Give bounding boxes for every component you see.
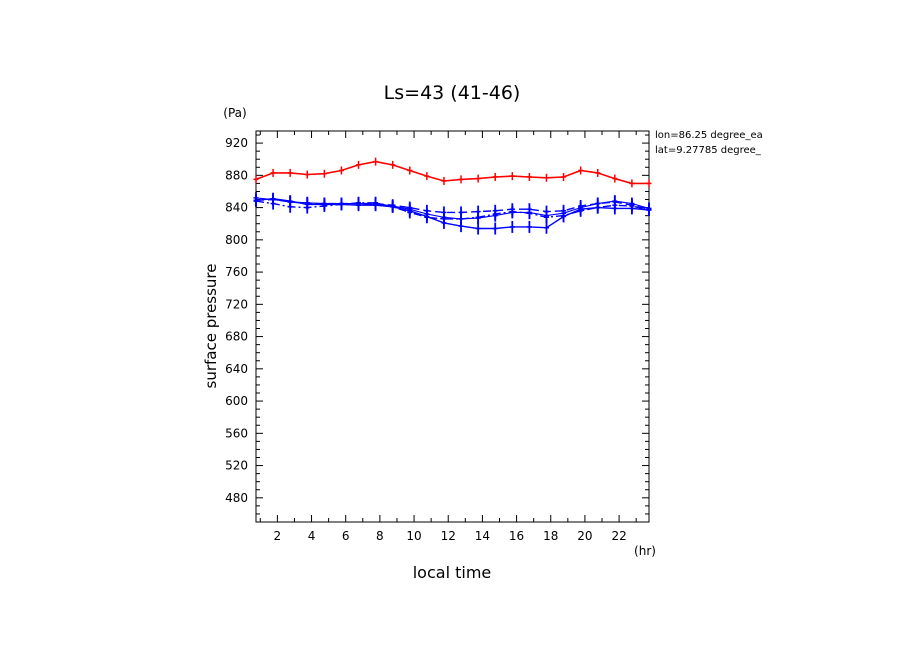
y-tick-label: 880	[225, 168, 248, 182]
x-axis-label: local time	[413, 563, 492, 582]
series-line-2	[255, 197, 650, 230]
annotation-lon: lon=86.25 degree_ea	[655, 130, 763, 141]
y-tick-label: 520	[225, 459, 248, 473]
y-tick-label: 640	[225, 362, 248, 376]
series-line-1	[255, 160, 649, 185]
y-tick-label: 560	[225, 426, 248, 440]
annotation-lat: lat=9.27785 degree_	[655, 145, 762, 156]
y-tick-label: 720	[225, 297, 248, 311]
x-tick-label: 12	[441, 529, 456, 543]
series-line-4	[255, 200, 650, 220]
x-axis-unit: (hr)	[634, 544, 656, 558]
y-axis-label: surface pressure	[202, 264, 220, 389]
x-tick-label: 4	[308, 529, 316, 543]
chart-title: Ls=43 (41-46)	[384, 82, 521, 104]
x-tick-label: 6	[342, 529, 350, 543]
x-tick-label: 10	[406, 529, 421, 543]
x-tick-label: 18	[543, 529, 558, 543]
x-tick-label: 2	[274, 529, 282, 543]
y-tick-label: 600	[225, 394, 248, 408]
y-tick-label: 680	[225, 330, 248, 344]
x-tick-label: 8	[376, 529, 384, 543]
x-tick-label: 22	[611, 529, 626, 543]
y-tick-label: 920	[225, 136, 248, 150]
x-tick-label: 16	[509, 529, 524, 543]
y-axis-unit: (Pa)	[223, 106, 246, 120]
y-tick-label: 800	[225, 233, 248, 247]
series-line-5	[255, 197, 650, 220]
x-tick-label: 20	[577, 529, 592, 543]
y-tick-label: 760	[225, 265, 248, 279]
plot-area: 480 520 560 600 640 680 720 760 800 840 880 920 2 4 6 8…	[225, 130, 652, 543]
y-tick-label: 840	[225, 201, 248, 215]
plot-frame	[255, 130, 650, 523]
x-tick-label: 14	[475, 529, 490, 543]
y-tick-label: 480	[225, 491, 248, 505]
